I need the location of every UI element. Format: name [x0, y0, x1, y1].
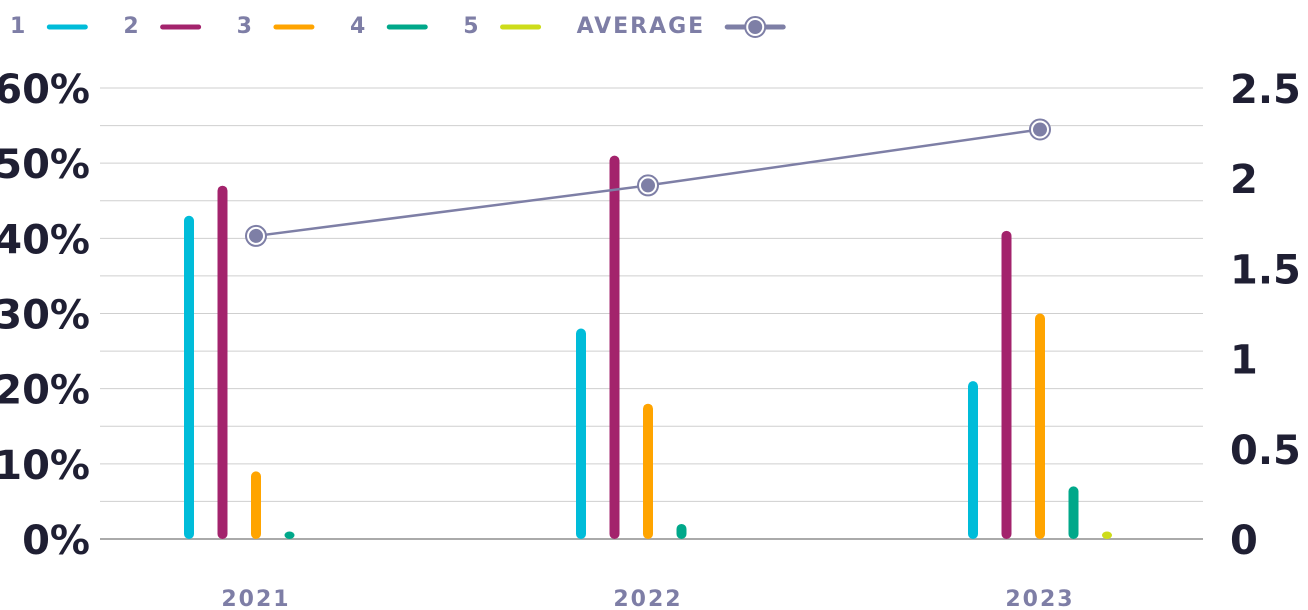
- bar: [184, 215, 194, 540]
- y2-tick-label: 2.5: [1230, 67, 1301, 113]
- bar: [217, 185, 228, 539]
- y2-tick-label: 1: [1230, 338, 1258, 384]
- bar: [1001, 230, 1012, 540]
- x-tick-label: 2021: [221, 587, 290, 610]
- bar: [968, 381, 978, 539]
- y2-tick-label: 2: [1230, 157, 1258, 203]
- bar: [284, 531, 295, 539]
- legend-label: 1: [10, 14, 27, 39]
- bar: [1035, 313, 1045, 539]
- legend-label: 5: [463, 14, 480, 39]
- bar: [1102, 531, 1112, 539]
- bar: [576, 328, 586, 539]
- y-tick-label: 20%: [0, 368, 90, 414]
- legend-label: 2: [123, 14, 140, 39]
- marker: [1033, 122, 1047, 137]
- bar: [643, 403, 653, 539]
- legend-marker: [748, 20, 763, 34]
- y-tick-label: 50%: [0, 142, 90, 188]
- y-tick-label: 10%: [0, 443, 90, 489]
- y-tick-label: 40%: [0, 217, 90, 263]
- x-tick-label: 2023: [1005, 587, 1074, 610]
- bar: [251, 471, 261, 539]
- legend-label: 3: [237, 14, 254, 39]
- legend-label: 4: [350, 14, 367, 39]
- bar: [1068, 486, 1079, 539]
- y2-tick-label: 0.5: [1230, 428, 1301, 474]
- y2-tick-label: 0: [1230, 518, 1258, 564]
- marker: [641, 178, 655, 193]
- legend-label: AVERAGE: [577, 14, 706, 39]
- bar: [676, 523, 687, 539]
- y-tick-label: 60%: [0, 67, 90, 113]
- marker: [249, 228, 263, 243]
- bar: [609, 155, 620, 539]
- y-tick-label: 0%: [22, 518, 90, 564]
- y2-tick-label: 1.5: [1230, 247, 1301, 293]
- x-tick-label: 2022: [613, 587, 682, 610]
- y-tick-label: 30%: [0, 293, 90, 339]
